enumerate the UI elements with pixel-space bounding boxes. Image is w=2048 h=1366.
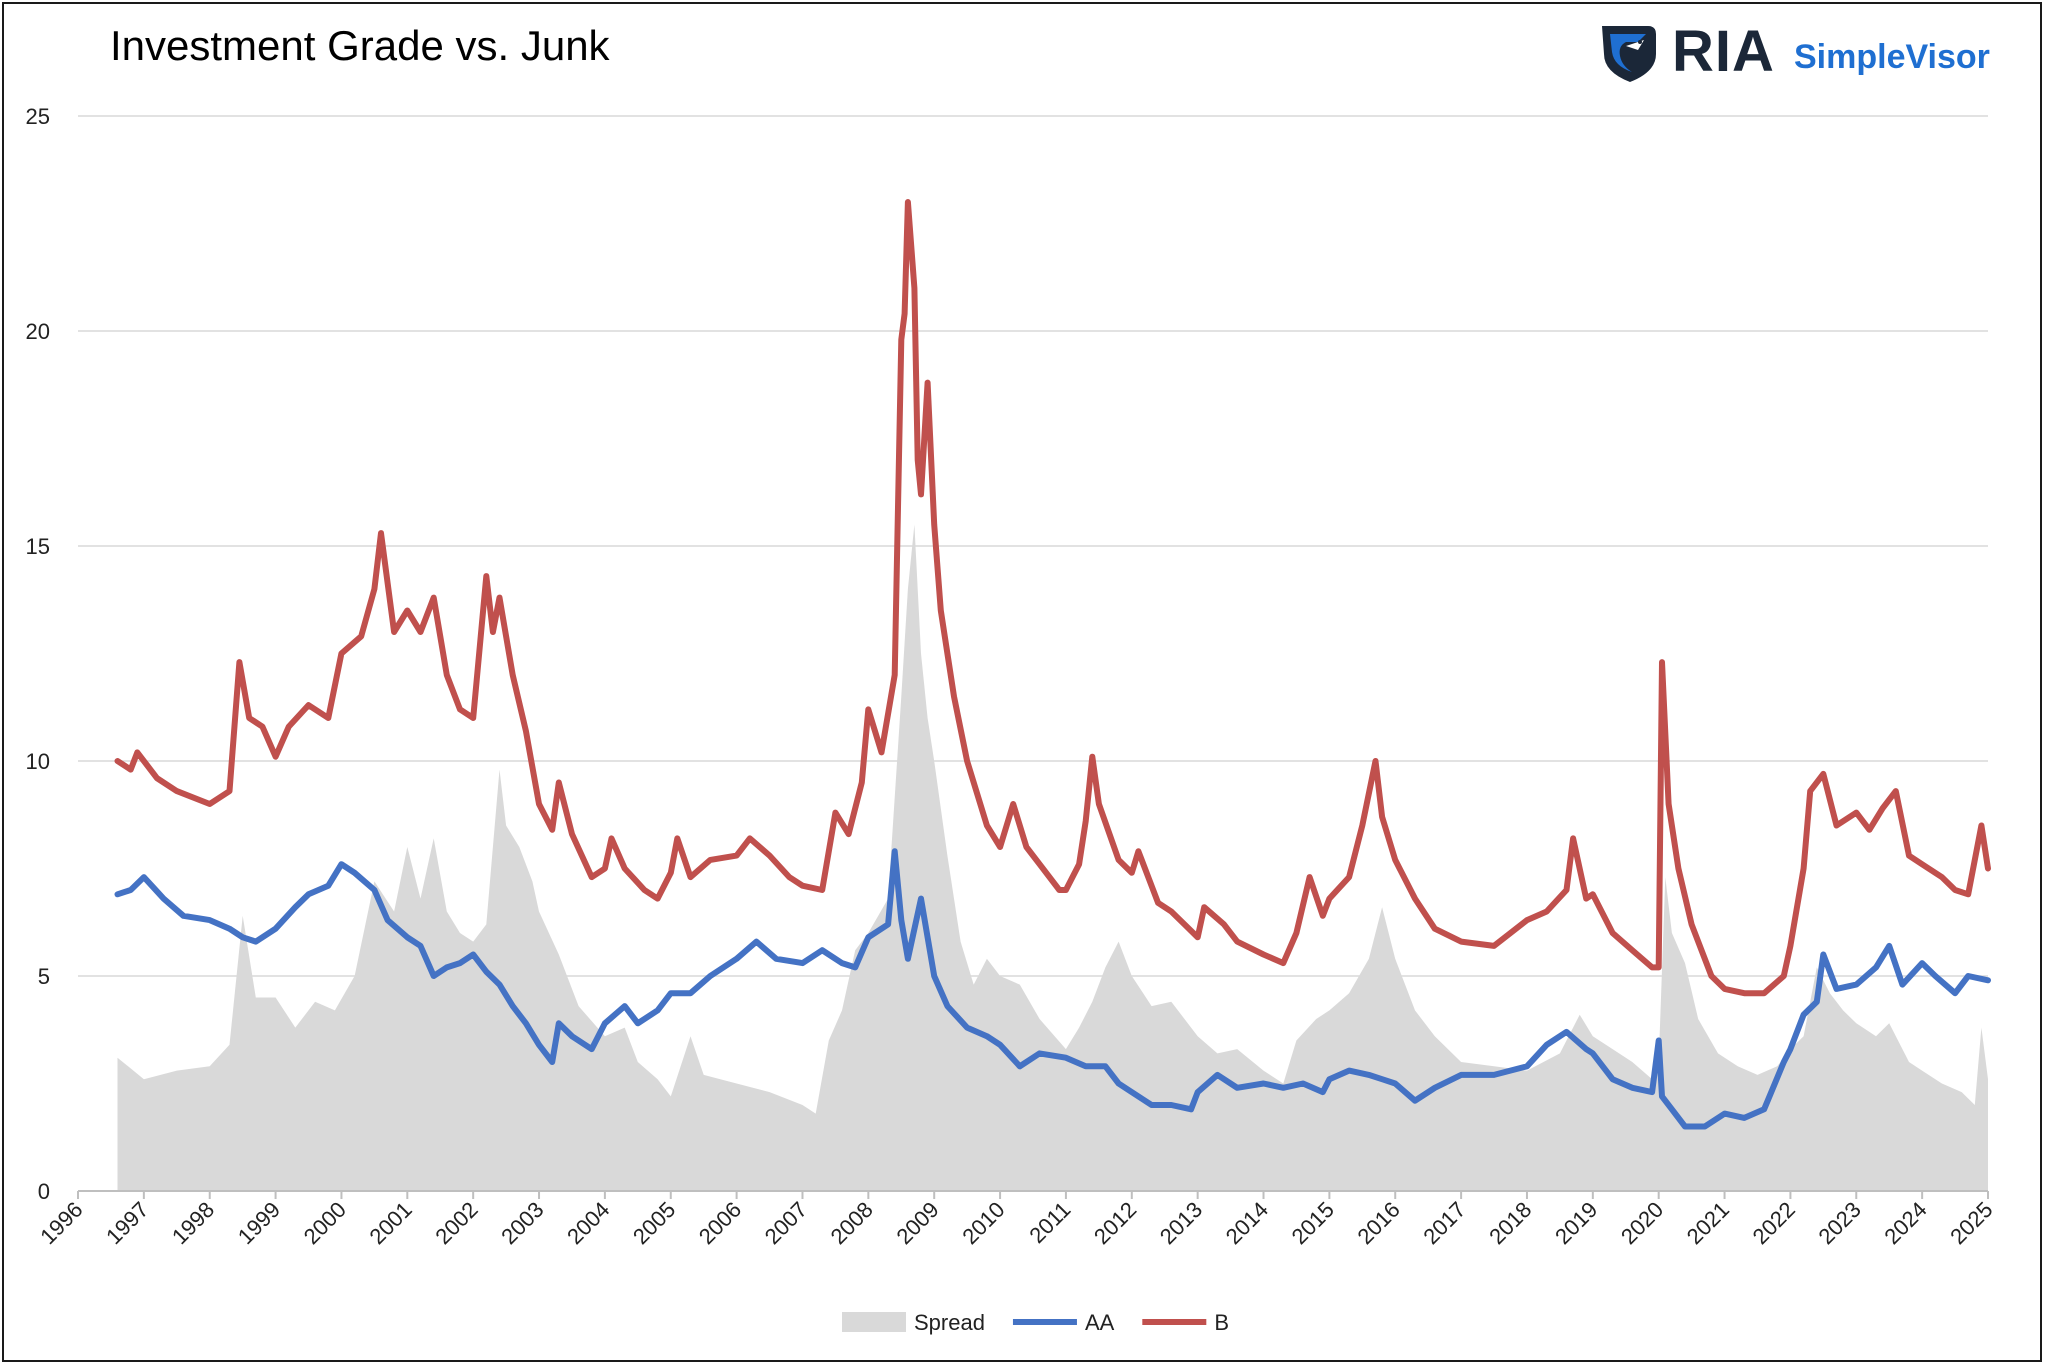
x-tick-label: 2025 — [1945, 1197, 1997, 1249]
x-tick-label: 2023 — [1814, 1197, 1866, 1249]
x-tick-label: 2013 — [1155, 1197, 1207, 1249]
x-tick-label: 1996 — [35, 1197, 87, 1249]
series-area-spread — [117, 524, 1988, 1191]
y-tick-label: 5 — [38, 964, 50, 989]
x-tick-label: 2004 — [562, 1197, 614, 1249]
x-tick-label: 2008 — [826, 1197, 878, 1249]
y-tick-label: 20 — [26, 319, 50, 344]
logo-brand: RIA — [1672, 19, 1775, 84]
x-tick-label: 1999 — [233, 1197, 285, 1249]
x-tick-label: 2017 — [1418, 1197, 1470, 1249]
x-tick-label: 2010 — [957, 1197, 1009, 1249]
ria-logo: RIA SimpleVisor — [1596, 19, 2016, 86]
chart-title: Investment Grade vs. Junk — [110, 22, 610, 69]
x-tick-label: 2022 — [1748, 1197, 1800, 1249]
x-tick-label: 2024 — [1879, 1197, 1931, 1249]
series-line-b — [114, 199, 1991, 997]
x-tick-label: 2012 — [1089, 1197, 1141, 1249]
x-tick-label: 2020 — [1616, 1197, 1668, 1249]
logo-product: SimpleVisor — [1794, 38, 1990, 76]
y-tick-label: 25 — [26, 104, 50, 129]
x-tick-label: 1997 — [101, 1197, 153, 1249]
x-tick-label: 2007 — [760, 1197, 812, 1249]
x-tick-label: 2014 — [1221, 1197, 1273, 1249]
x-tick-label: 2009 — [891, 1197, 943, 1249]
x-tick-label: 2019 — [1550, 1197, 1602, 1249]
series-line-aa — [114, 848, 1991, 1130]
legend-label-aa: AA — [1085, 1310, 1115, 1335]
x-tick-label: 2021 — [1682, 1197, 1734, 1249]
y-tick-label: 15 — [26, 534, 50, 559]
x-tick-label: 2015 — [1287, 1197, 1339, 1249]
y-tick-label: 0 — [38, 1179, 50, 1204]
x-tick-label: 2002 — [430, 1197, 482, 1249]
eagle-shield-icon — [1602, 26, 1656, 82]
x-tick-label: 2001 — [365, 1197, 417, 1249]
x-tick-label: 2006 — [694, 1197, 746, 1249]
x-tick-label: 1998 — [167, 1197, 219, 1249]
legend-label-spread: Spread — [914, 1310, 985, 1335]
x-tick-label: 2016 — [1352, 1197, 1404, 1249]
x-tick-label: 2005 — [628, 1197, 680, 1249]
legend-label-b: B — [1214, 1310, 1229, 1335]
legend-swatch-spread — [842, 1312, 906, 1332]
x-tick-label: 2018 — [1484, 1197, 1536, 1249]
x-tick-label: 2000 — [299, 1197, 351, 1249]
x-tick-label: 2003 — [496, 1197, 548, 1249]
y-tick-label: 10 — [26, 749, 50, 774]
x-tick-label: 2011 — [1024, 1197, 1075, 1248]
